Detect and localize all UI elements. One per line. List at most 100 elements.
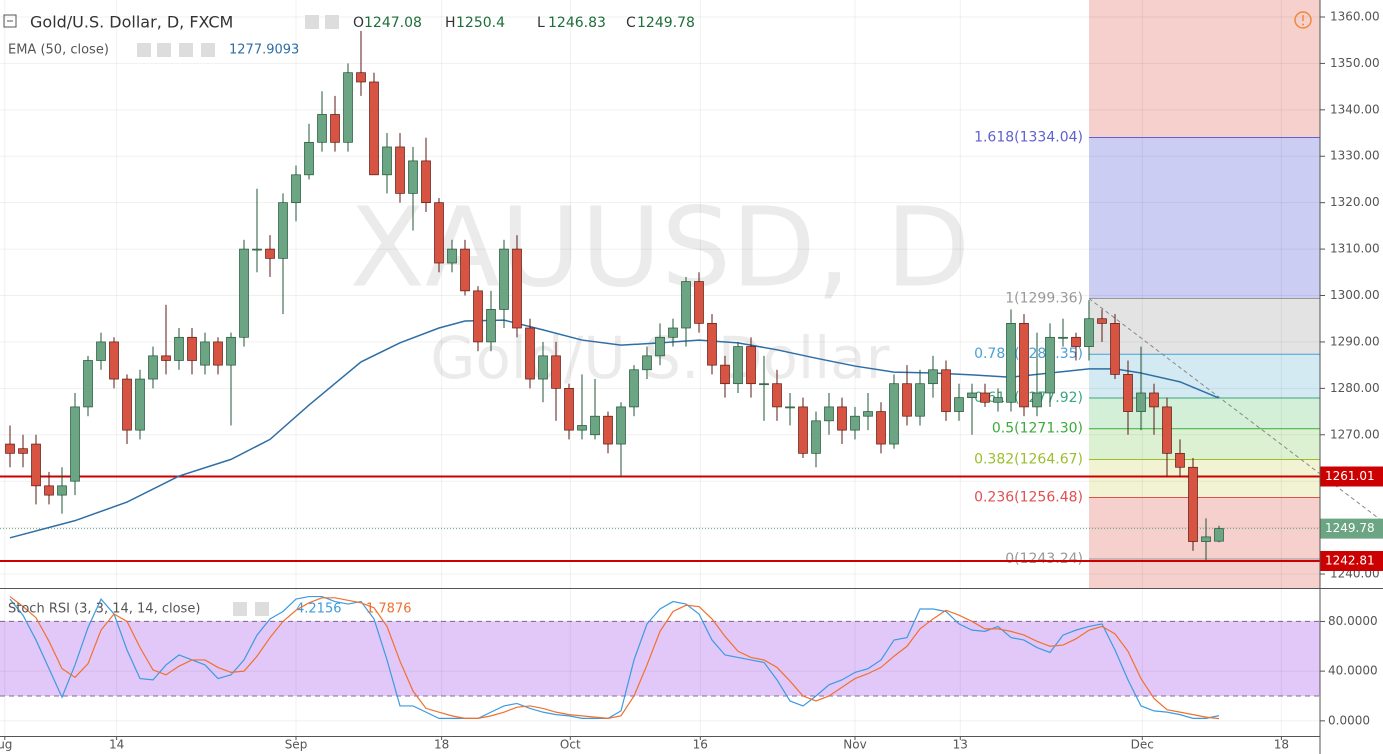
candle-body: [304, 141, 314, 176]
candle-body: [616, 406, 626, 445]
candle-body: [96, 341, 106, 361]
price-tag-label: 1249.78: [1325, 521, 1375, 535]
x-tick-label: Nov: [843, 738, 866, 752]
fib-region: [1088, 497, 1320, 559]
y-tick-label: 1330.00: [1330, 149, 1380, 163]
candle-body: [18, 448, 28, 454]
candle-body: [213, 341, 223, 366]
settings-button[interactable]: [325, 15, 339, 29]
candle-body: [577, 425, 587, 431]
stoch-legend: Stoch RSI (3, 3, 14, 14, close): [8, 602, 200, 617]
candle-body: [460, 248, 470, 292]
candle-body: [109, 341, 119, 380]
candle-body: [31, 443, 41, 487]
candle-body: [148, 355, 158, 380]
candle-body: [447, 248, 457, 264]
candle-body: [278, 202, 288, 259]
candle-body: [1188, 466, 1198, 542]
candle-body: [265, 248, 275, 259]
candle-body: [681, 281, 691, 329]
x-tick-label: Oct: [560, 738, 581, 752]
candle-body: [200, 341, 210, 366]
y-tick-label: 1320.00: [1330, 195, 1380, 209]
stoch-line: [9, 595, 1220, 719]
eye-button[interactable]: [305, 15, 319, 29]
candle-body: [1019, 323, 1029, 408]
fib-region: [1088, 428, 1320, 460]
candle-body: [915, 383, 925, 417]
stoch-value: 4.2156: [296, 602, 342, 617]
ohlc-label: L: [537, 15, 545, 31]
candle-body: [655, 336, 665, 357]
ema-value: 1277.9093: [229, 43, 299, 58]
candle-body: [785, 406, 795, 409]
candle-body: [499, 248, 509, 310]
ohlc-label: C: [626, 15, 636, 31]
y-tick-label: 1300.00: [1330, 288, 1380, 302]
candle-body: [694, 281, 704, 324]
x-tick-label: 13: [953, 738, 968, 752]
collapse-button[interactable]: [3, 14, 17, 28]
x-tick-label: 18: [1274, 738, 1289, 752]
fib-region: [1088, 298, 1320, 355]
candle-body: [395, 146, 405, 194]
y-tick-label: 1270.00: [1330, 427, 1380, 441]
candle-body: [5, 443, 15, 454]
candle-body: [525, 327, 535, 380]
ohlc-label: O: [353, 15, 364, 31]
candle-body: [1071, 336, 1081, 347]
candle-body: [1058, 336, 1068, 339]
candle-body: [902, 383, 912, 417]
y-tick-label: 1290.00: [1330, 334, 1380, 348]
candle-body: [1110, 323, 1120, 375]
candle-body: [1045, 336, 1055, 394]
eye-button[interactable]: [233, 602, 247, 616]
alert-icon[interactable]: [1294, 11, 1312, 29]
fib-region: [1088, 558, 1320, 588]
fib-label: 0.5(1271.30): [992, 421, 1083, 437]
candle-body: [421, 160, 431, 204]
candle-body: [57, 485, 67, 496]
candle-body: [1149, 392, 1159, 408]
candle-body: [174, 336, 184, 361]
y-tick-label: 1350.00: [1330, 56, 1380, 70]
candle-body: [1214, 528, 1224, 542]
candle-body: [239, 248, 249, 338]
candle-body: [317, 114, 327, 143]
settings-button[interactable]: [255, 602, 269, 616]
candle-body: [811, 420, 821, 454]
candle-body: [603, 415, 613, 445]
candle-body: [954, 397, 964, 412]
candle-body: [876, 411, 886, 445]
candle-body: [408, 160, 418, 194]
remove-button[interactable]: [201, 43, 215, 57]
candle-body: [135, 378, 145, 431]
y-tick-label: 1340.00: [1330, 102, 1380, 116]
candle-body: [382, 146, 392, 176]
settings-button[interactable]: [157, 43, 171, 57]
candle-body: [850, 415, 860, 431]
candle-body: [70, 406, 80, 482]
fib-region: [1088, 459, 1320, 498]
candle-body: [590, 415, 600, 436]
stoch-line: [9, 596, 1220, 720]
candle-body: [720, 364, 730, 385]
eye-button[interactable]: [137, 43, 151, 57]
candle-body: [1097, 318, 1107, 324]
add-button[interactable]: [179, 43, 193, 57]
fib-trend-line: [1088, 298, 1383, 523]
y-tick-label: 1360.00: [1330, 9, 1380, 23]
ohlc-value: 1249.78: [637, 15, 695, 31]
candle-body: [941, 369, 951, 412]
candle-body: [928, 369, 938, 385]
candle-body: [226, 336, 236, 366]
symbol-title: Gold/U.S. Dollar, D, FXCM: [30, 13, 233, 32]
x-tick-label: Sep: [285, 738, 308, 752]
candle-body: [863, 411, 873, 417]
ohlc-value: 1246.83: [548, 15, 606, 31]
candle-body: [889, 383, 899, 445]
fib-label: 0(1243.24): [1005, 551, 1083, 567]
candle-body: [122, 378, 132, 431]
